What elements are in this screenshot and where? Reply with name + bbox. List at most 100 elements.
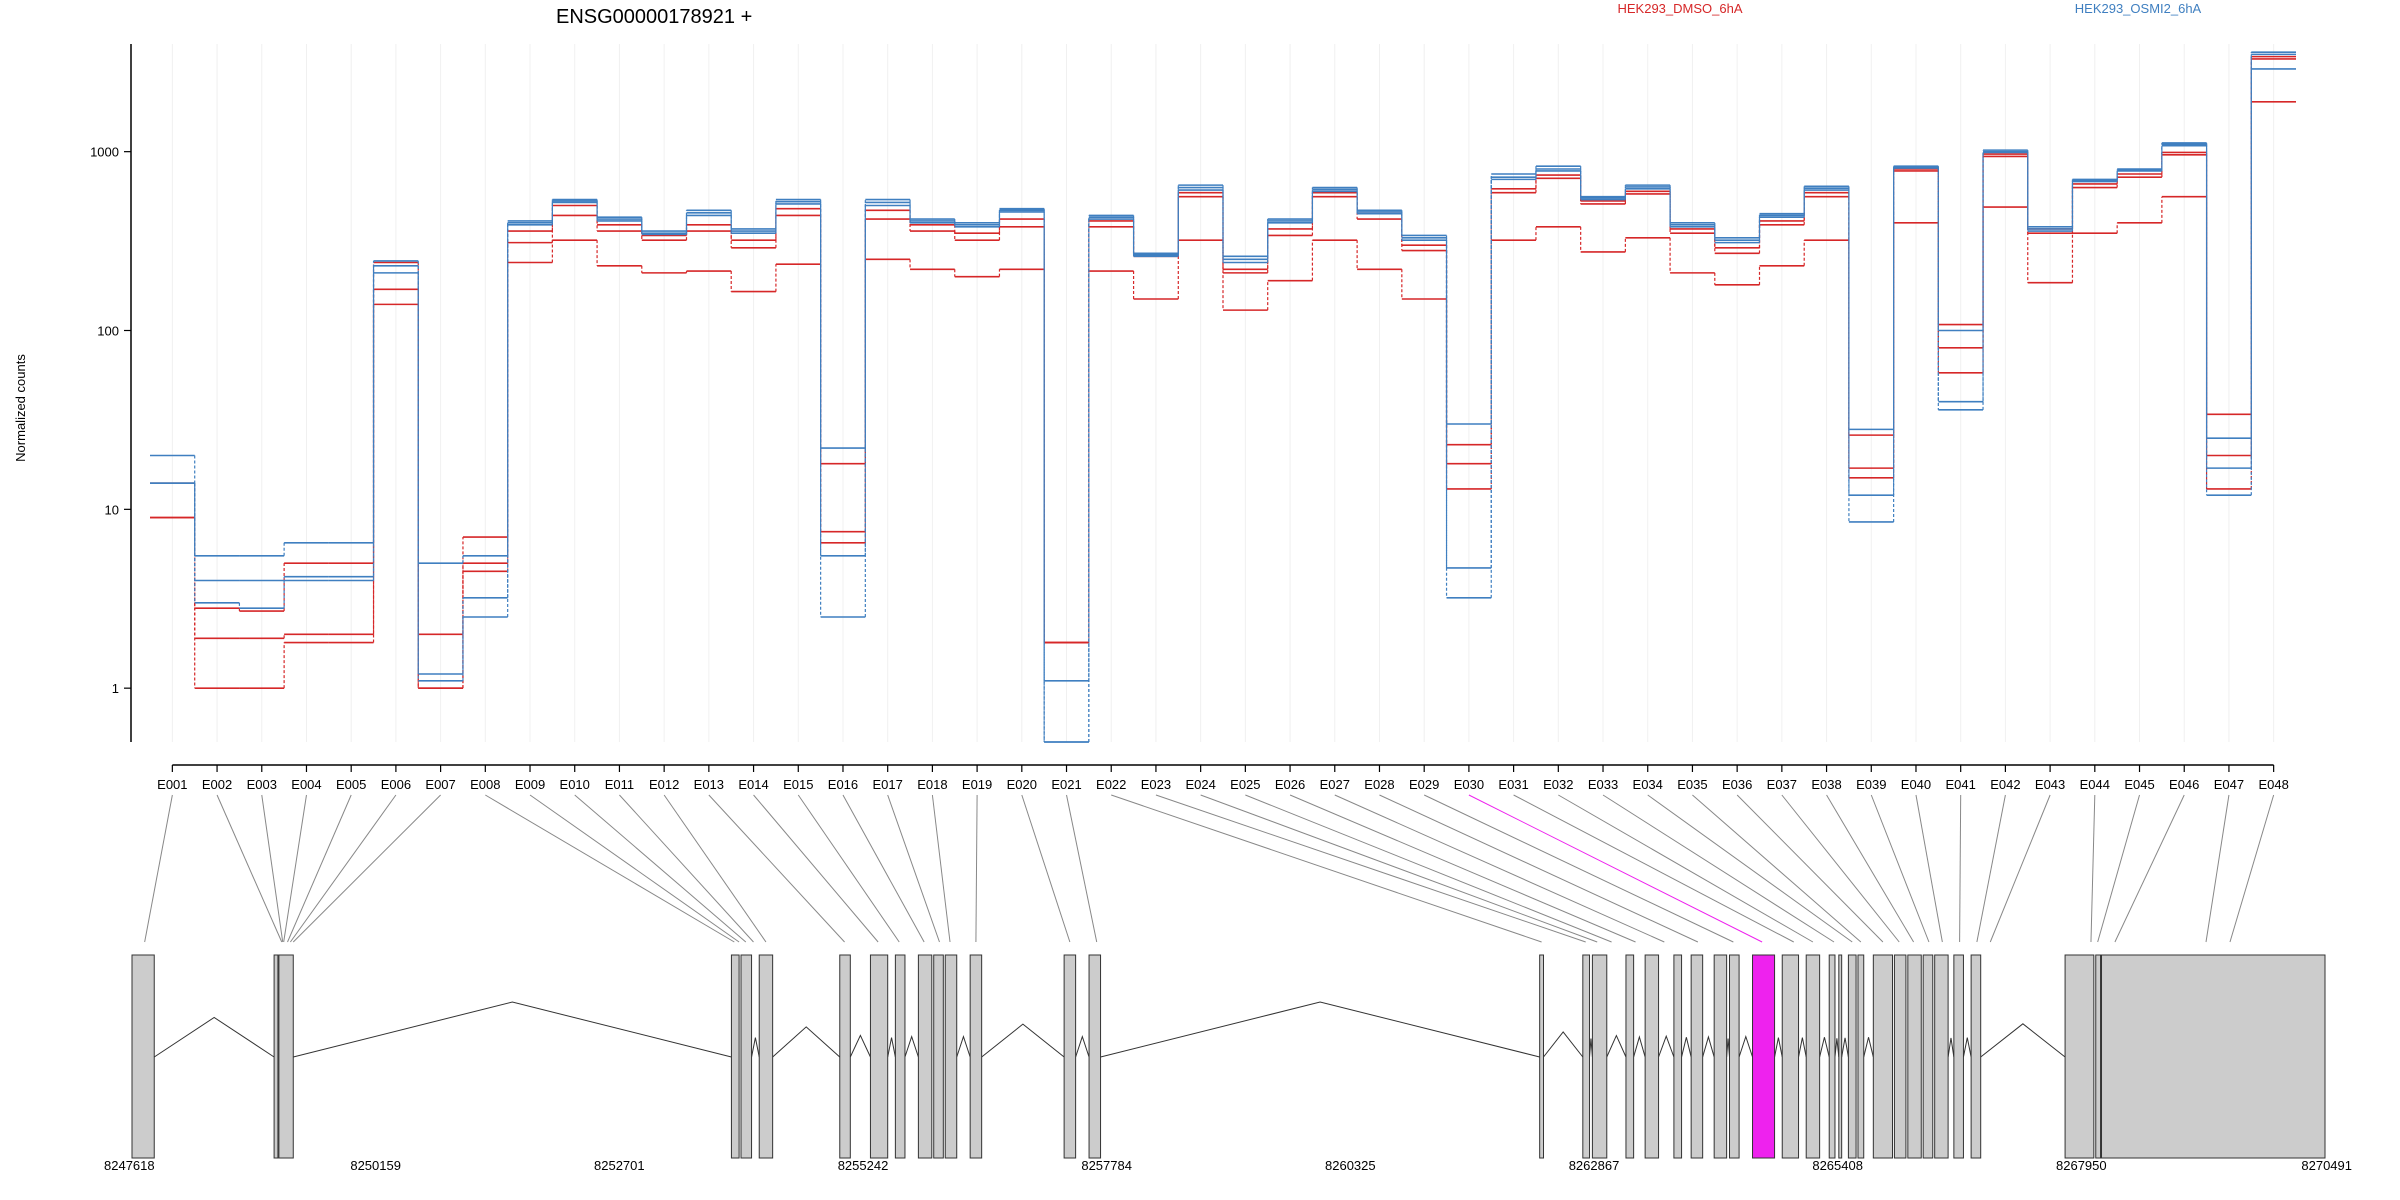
exon-block bbox=[2095, 954, 2102, 1159]
exon-connector bbox=[1959, 794, 1962, 943]
exon-label: E010 bbox=[560, 777, 590, 792]
exon-connector bbox=[708, 794, 845, 943]
exon-connector bbox=[1155, 794, 1586, 943]
exon-label: E024 bbox=[1185, 777, 1215, 792]
exon-block bbox=[1872, 954, 1893, 1159]
exon-block bbox=[944, 954, 958, 1159]
intron bbox=[1075, 1034, 1090, 1058]
exon-connector bbox=[842, 794, 925, 943]
exon-block bbox=[278, 954, 294, 1159]
exon-connector bbox=[1334, 794, 1665, 943]
intron bbox=[751, 1037, 760, 1058]
intron bbox=[1738, 1034, 1753, 1058]
genome-coordinate-label: 8267950 bbox=[2056, 1158, 2107, 1173]
exon-block bbox=[933, 954, 944, 1159]
exon-label: E017 bbox=[873, 777, 903, 792]
exon-label: E002 bbox=[202, 777, 232, 792]
exon-block bbox=[1907, 954, 1922, 1159]
exon-block bbox=[1582, 954, 1591, 1159]
intron bbox=[1774, 1037, 1783, 1058]
exon-connector bbox=[1021, 794, 1071, 943]
exon-block bbox=[1893, 954, 1907, 1159]
exon-connector bbox=[485, 794, 735, 943]
exon-block bbox=[1591, 954, 1608, 1159]
exon-block bbox=[1539, 954, 1545, 1159]
genome-coordinate-label: 8255242 bbox=[838, 1158, 889, 1173]
exon-block bbox=[1953, 954, 1964, 1159]
exon-connector bbox=[1826, 794, 1915, 943]
exon-connector bbox=[289, 794, 397, 943]
y-tick-label: 10 bbox=[105, 502, 119, 517]
intron bbox=[1543, 1031, 1584, 1058]
exon-connector bbox=[619, 794, 754, 943]
exon-block bbox=[1673, 954, 1683, 1159]
exon-label: E034 bbox=[1633, 777, 1663, 792]
intron bbox=[1834, 1038, 1840, 1058]
exon-block bbox=[1729, 954, 1740, 1159]
intron bbox=[1947, 1037, 1955, 1058]
intron bbox=[1863, 1037, 1874, 1058]
intron bbox=[1681, 1037, 1692, 1058]
exon-connector bbox=[1066, 794, 1098, 943]
exon-block bbox=[1805, 954, 1821, 1159]
exon-label: E022 bbox=[1096, 777, 1126, 792]
gene-model bbox=[131, 954, 2326, 1159]
exon-label: E044 bbox=[2080, 777, 2110, 792]
exon-connector bbox=[1379, 794, 1699, 943]
legend: HEK293_DMSO_6hA HEK293_OSMI2_6hA bbox=[1617, 1, 2201, 16]
series-lines bbox=[150, 51, 2296, 743]
exon-connector bbox=[2114, 794, 2185, 943]
exon-connector bbox=[292, 794, 441, 943]
exon-label: E027 bbox=[1320, 777, 1350, 792]
exon-label: E039 bbox=[1856, 777, 1886, 792]
exon-label: E041 bbox=[1946, 777, 1976, 792]
exon-block bbox=[1088, 954, 1102, 1159]
intron bbox=[1606, 1034, 1627, 1058]
intron bbox=[1980, 1023, 2066, 1058]
intron bbox=[887, 1037, 896, 1058]
intron bbox=[956, 1034, 971, 1058]
exon-block bbox=[730, 954, 740, 1159]
exon-label: E004 bbox=[291, 777, 321, 792]
exon-label: E014 bbox=[738, 777, 768, 792]
exon-label: E016 bbox=[828, 777, 858, 792]
exon-connector bbox=[1692, 794, 1862, 943]
exon-connector bbox=[2097, 794, 2141, 943]
exon-connectors bbox=[144, 794, 2275, 943]
exon-label: E032 bbox=[1543, 777, 1573, 792]
exon-connector bbox=[2205, 794, 2230, 943]
exon-block bbox=[1857, 954, 1865, 1159]
exon-label: E043 bbox=[2035, 777, 2065, 792]
intron bbox=[1633, 1035, 1646, 1058]
exon-label: E012 bbox=[649, 777, 679, 792]
exon-label: E013 bbox=[694, 777, 724, 792]
exon-block bbox=[1934, 954, 1949, 1159]
genome-coordinate-label: 8265408 bbox=[1812, 1158, 1863, 1173]
exon-label: E035 bbox=[1677, 777, 1707, 792]
exon-connector bbox=[529, 794, 740, 943]
exon-label: E030 bbox=[1454, 777, 1484, 792]
exon-label: E029 bbox=[1409, 777, 1439, 792]
exon-block bbox=[131, 954, 155, 1159]
intron bbox=[849, 1034, 871, 1058]
exon-connector bbox=[1200, 794, 1598, 943]
exon-block bbox=[894, 954, 906, 1159]
exon-label: E011 bbox=[605, 777, 634, 792]
exon-label: E025 bbox=[1230, 777, 1260, 792]
exon-block bbox=[1644, 954, 1660, 1159]
genome-coordinate-label: 8250159 bbox=[350, 1158, 401, 1173]
exon-connector bbox=[1736, 794, 1884, 943]
exon-block bbox=[1838, 954, 1843, 1159]
exon-label: E019 bbox=[962, 777, 992, 792]
exon-label: E028 bbox=[1364, 777, 1394, 792]
exon-connector bbox=[797, 794, 900, 943]
genome-coordinate-label: 8257784 bbox=[1081, 1158, 1132, 1173]
exon-connector bbox=[887, 794, 940, 943]
exon-block bbox=[758, 954, 774, 1159]
exon-connector bbox=[1781, 794, 1900, 943]
exon-connector bbox=[1423, 794, 1734, 943]
exon-connector bbox=[1245, 794, 1612, 943]
exon-block bbox=[1781, 954, 1800, 1159]
exon-connector bbox=[1915, 794, 1943, 943]
exon-block bbox=[969, 954, 983, 1159]
